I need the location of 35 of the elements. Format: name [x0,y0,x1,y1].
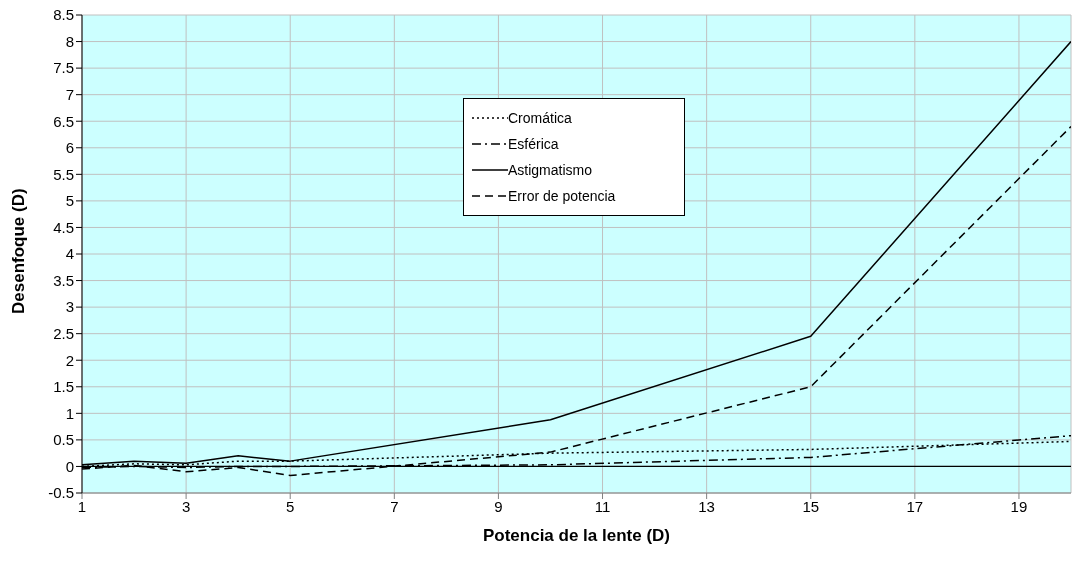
x-tick-label: 9 [494,497,503,515]
y-tick-label: 3.5 [53,271,74,289]
legend-label: Esférica [508,136,559,152]
x-tick-label: 3 [181,497,191,515]
x-tick-label: 19 [1010,497,1028,515]
y-tick-label: 3 [65,298,74,316]
x-tick-label: 15 [802,497,820,515]
legend-label: Astigmatismo [508,162,593,178]
x-axis-title: Potencia de la lente (D) [482,526,671,545]
y-tick-label: 4.5 [53,218,74,236]
y-tick-label: 8.5 [53,6,74,24]
y-tick-label: 8 [65,32,74,50]
y-tick-label: 2.5 [53,324,74,342]
y-tick-label: 5.5 [53,165,74,183]
y-tick-label: 6.5 [53,112,74,130]
y-tick-label: -0.5 [48,484,74,502]
y-tick-label: 6 [65,139,74,157]
x-tick-label: 7 [390,497,399,515]
x-tick-label: 17 [906,497,924,515]
x-tick-label: 1 [77,497,87,515]
x-tick-label: 11 [594,497,611,515]
x-tick-label: 5 [286,497,295,515]
y-tick-label: 0.5 [53,431,74,449]
legend-label: Error de potencia [508,188,616,204]
y-tick-label: 4 [65,245,74,263]
y-tick-label: 0 [65,457,74,475]
y-tick-label: 7 [65,85,74,103]
y-tick-label: 1 [65,404,74,422]
x-tick-label: 13 [698,497,715,515]
y-tick-label: 1.5 [53,378,74,396]
legend-label: Cromática [508,110,572,126]
y-axis-title: Desenfoque (D) [9,188,29,314]
y-tick-label: 7.5 [53,59,74,77]
y-tick-label: 2 [65,351,74,369]
y-tick-label: 5 [65,192,74,210]
